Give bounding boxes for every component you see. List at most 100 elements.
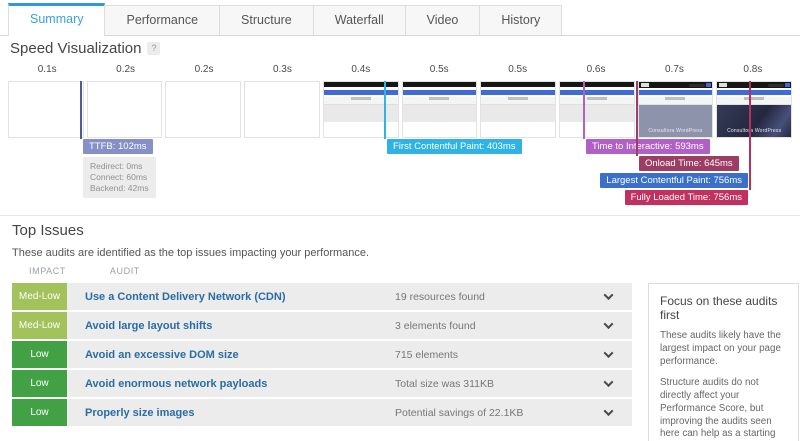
tab-waterfall[interactable]: Waterfall [313, 5, 406, 35]
timeline-tick-4: 0.4s [351, 64, 371, 75]
filmstrip: Consultora WordPress Consultora WordPress [8, 81, 793, 138]
audit-link[interactable]: Use a Content Delivery Network (CDN) [85, 290, 286, 303]
filmstrip-frame [558, 81, 635, 138]
section-divider [0, 215, 800, 216]
filmstrip-frame [86, 81, 163, 138]
frame-browser-bar [402, 82, 477, 87]
frame-widget [744, 97, 765, 100]
frame-content [323, 105, 398, 122]
frame-widget [350, 97, 371, 100]
timeline-tick-1: 0.2s [116, 64, 136, 75]
timeline-tick-9: 0.8s [743, 64, 763, 75]
frame-nav-bar [402, 89, 477, 95]
frame-strip [559, 97, 634, 105]
frame-browser-bar [323, 82, 398, 87]
filmstrip-frame [165, 81, 242, 138]
frame-hero: Consultora WordPress [638, 105, 713, 137]
tab-video[interactable]: Video [405, 5, 481, 35]
frame-browser-bar [481, 82, 555, 87]
focus-panel-title: Focus on these audits first [660, 294, 778, 322]
help-icon[interactable]: ? [147, 42, 161, 55]
issues-table: Med-Low Use a Content Delivery Network (C… [12, 283, 632, 428]
issue-row[interactable]: Low Properly size images Potential savings… [12, 399, 632, 426]
filmstrip-frame: Consultora WordPress [716, 81, 793, 138]
expand-toggle[interactable] [584, 283, 632, 310]
largest-contentful-paint-badge: Largest Contentful Paint: 756ms [600, 173, 748, 188]
frame-strip [402, 97, 477, 105]
focus-panel: Focus on these audits first These audits… [648, 283, 799, 441]
fully-loaded-time-badge: Fully Loaded Time: 756ms [624, 190, 748, 205]
ttfb-breakdown-line: Connect: 60ms [90, 172, 148, 182]
timeline-ticks: 0.1s 0.2s 0.2s 0.3s 0.4s 0.5s 0.5s 0.6s 0.7s 0.8s [8, 64, 792, 78]
audit-value: 715 elements [395, 348, 459, 361]
ttfb-badge: TTFB: 102ms [83, 139, 153, 154]
frame-hero: Consultora WordPress [717, 105, 792, 137]
impact-badge: Med-Low [12, 283, 67, 310]
frame-widget [429, 97, 450, 100]
expand-toggle[interactable] [584, 312, 632, 339]
onload-time-badge: Onload Time: 645ms [639, 156, 739, 171]
frame-content [481, 105, 555, 122]
tab-history[interactable]: History [480, 5, 563, 35]
focus-panel-text-1: These audits likely have the largest imp… [660, 330, 781, 367]
timeline-tick-6: 0.5s [508, 64, 528, 75]
frame-logo [640, 83, 649, 87]
filmstrip-frame [322, 81, 399, 138]
audit-link[interactable]: Avoid large layout shifts [85, 319, 213, 332]
ttfb-breakdown: Redirect: 0ms Connect: 60ms Backend: 42ms [83, 157, 156, 198]
frame-logo [719, 83, 728, 87]
frame-button [706, 83, 712, 87]
focus-panel-text-2: Structure audits do not directly affect … [660, 376, 776, 440]
frame-nav-bar [559, 89, 634, 95]
frame-strip [481, 97, 555, 105]
frame-button [785, 83, 791, 87]
time-to-interactive-badge: Time to Interactive: 593ms [586, 139, 710, 154]
issue-row[interactable]: Med-Low Use a Content Delivery Network (C… [12, 283, 632, 310]
issue-row[interactable]: Low Avoid an excessive DOM size 715 elemen… [12, 341, 632, 368]
audit-value: 19 resources found [395, 290, 485, 303]
impact-badge: Low [12, 370, 67, 397]
issue-row[interactable]: Med-Low Avoid large layout shifts 3 elemen… [12, 312, 632, 339]
chevron-down-icon [603, 377, 613, 388]
frame-browser-bar [717, 82, 792, 88]
filmstrip-frame [8, 81, 84, 138]
frame-strip [717, 97, 792, 105]
issues-column-headers: IMPACT AUDIT [12, 266, 140, 276]
expand-toggle[interactable] [584, 370, 632, 397]
timeline-tick-8: 0.7s [665, 64, 684, 75]
impact-badge: Med-Low [12, 312, 67, 339]
audit-link[interactable]: Avoid an excessive DOM size [85, 348, 239, 361]
filmstrip-frame: Consultora WordPress [637, 81, 714, 138]
frame-nav-bar [481, 89, 555, 95]
ttfb-breakdown-line: Backend: 42ms [90, 183, 149, 193]
expand-toggle[interactable] [584, 399, 632, 426]
tab-performance[interactable]: Performance [105, 5, 221, 35]
chevron-down-icon [603, 319, 613, 330]
filmstrip-frame [244, 81, 320, 138]
issue-row[interactable]: Low Avoid enormous network payloads Total … [12, 370, 632, 397]
tab-summary[interactable]: Summary [8, 3, 106, 36]
top-issues-title: Top Issues [12, 222, 84, 239]
frame-nav-bar [638, 89, 713, 95]
audit-column-header: AUDIT [109, 266, 140, 276]
tab-structure[interactable]: Structure [220, 5, 314, 35]
frame-caption: Consultora WordPress [648, 128, 703, 134]
frame-strip [638, 97, 713, 105]
audit-value: Total size was 311KB [395, 377, 495, 390]
speed-visualization-title: Speed Visualization? [10, 40, 161, 57]
top-issues-subtitle: These audits are identified as the top i… [12, 247, 370, 259]
audit-link[interactable]: Properly size images [85, 406, 195, 419]
audit-link[interactable]: Avoid enormous network payloads [85, 377, 268, 390]
chevron-down-icon [603, 348, 613, 359]
impact-badge: Low [12, 399, 67, 426]
filmstrip-frame [401, 81, 478, 138]
impact-badge: Low [12, 341, 67, 368]
impact-column-header: IMPACT [29, 266, 66, 276]
audit-value: 3 elements found [395, 319, 476, 332]
frame-caption: Consultora WordPress [727, 128, 782, 134]
audit-value: Potential savings of 22.1KB [395, 406, 524, 419]
filmstrip-frame [480, 81, 556, 138]
frame-strip [323, 97, 398, 105]
ttfb-breakdown-line: Redirect: 0ms [90, 161, 143, 171]
expand-toggle[interactable] [584, 341, 632, 368]
